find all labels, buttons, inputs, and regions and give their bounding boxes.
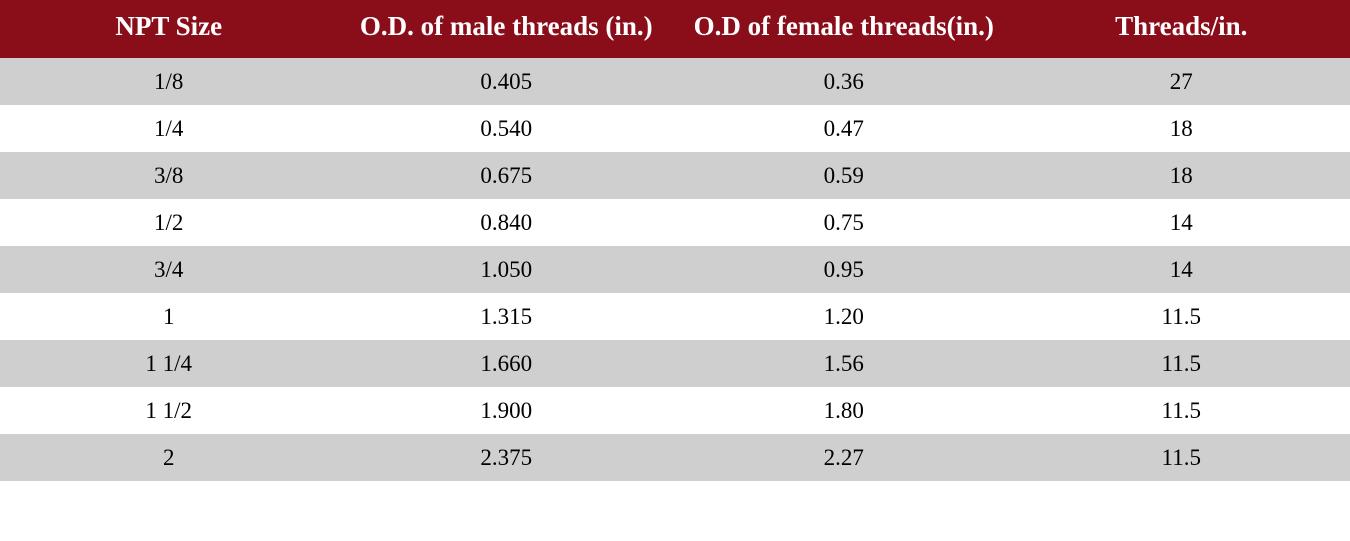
- table-row: 3/4 1.050 0.95 14: [0, 246, 1350, 293]
- cell-od-male: 0.540: [338, 105, 676, 152]
- cell-threads-in: 18: [1013, 105, 1350, 152]
- npt-thread-table-container: NPT Size O.D. of male threads (in.) O.D …: [0, 0, 1350, 481]
- table-row: 3/8 0.675 0.59 18: [0, 152, 1350, 199]
- cell-od-male: 1.660: [338, 340, 676, 387]
- cell-od-male: 1.050: [338, 246, 676, 293]
- table-row: 1 1.315 1.20 11.5: [0, 293, 1350, 340]
- header-od-male: O.D. of male threads (in.): [338, 0, 676, 58]
- cell-od-female: 1.56: [675, 340, 1013, 387]
- cell-od-female: 1.20: [675, 293, 1013, 340]
- cell-threads-in: 27: [1013, 58, 1350, 105]
- table-row: 1 1/2 1.900 1.80 11.5: [0, 387, 1350, 434]
- table-row: 1/8 0.405 0.36 27: [0, 58, 1350, 105]
- cell-npt-size: 1/4: [0, 105, 338, 152]
- cell-npt-size: 3/8: [0, 152, 338, 199]
- header-threads-in: Threads/in.: [1013, 0, 1350, 58]
- cell-threads-in: 11.5: [1013, 340, 1350, 387]
- table-body: 1/8 0.405 0.36 27 1/4 0.540 0.47 18 3/8 …: [0, 58, 1350, 481]
- cell-od-female: 1.80: [675, 387, 1013, 434]
- cell-od-male: 0.840: [338, 199, 676, 246]
- cell-npt-size: 1 1/2: [0, 387, 338, 434]
- npt-thread-table: NPT Size O.D. of male threads (in.) O.D …: [0, 0, 1350, 481]
- cell-od-female: 0.75: [675, 199, 1013, 246]
- cell-od-male: 2.375: [338, 434, 676, 481]
- cell-threads-in: 14: [1013, 246, 1350, 293]
- cell-npt-size: 1: [0, 293, 338, 340]
- cell-od-male: 0.405: [338, 58, 676, 105]
- cell-od-female: 0.59: [675, 152, 1013, 199]
- cell-od-male: 1.315: [338, 293, 676, 340]
- cell-threads-in: 11.5: [1013, 293, 1350, 340]
- cell-od-female: 2.27: [675, 434, 1013, 481]
- header-npt-size: NPT Size: [0, 0, 338, 58]
- cell-npt-size: 2: [0, 434, 338, 481]
- cell-od-female: 0.47: [675, 105, 1013, 152]
- cell-od-male: 0.675: [338, 152, 676, 199]
- cell-npt-size: 3/4: [0, 246, 338, 293]
- table-row: 1/4 0.540 0.47 18: [0, 105, 1350, 152]
- cell-threads-in: 14: [1013, 199, 1350, 246]
- table-row: 1/2 0.840 0.75 14: [0, 199, 1350, 246]
- cell-od-female: 0.95: [675, 246, 1013, 293]
- header-od-female: O.D of female threads(in.): [675, 0, 1013, 58]
- table-header: NPT Size O.D. of male threads (in.) O.D …: [0, 0, 1350, 58]
- table-header-row: NPT Size O.D. of male threads (in.) O.D …: [0, 0, 1350, 58]
- cell-od-female: 0.36: [675, 58, 1013, 105]
- cell-npt-size: 1/8: [0, 58, 338, 105]
- cell-npt-size: 1/2: [0, 199, 338, 246]
- cell-od-male: 1.900: [338, 387, 676, 434]
- cell-threads-in: 11.5: [1013, 434, 1350, 481]
- table-row: 1 1/4 1.660 1.56 11.5: [0, 340, 1350, 387]
- cell-threads-in: 18: [1013, 152, 1350, 199]
- cell-threads-in: 11.5: [1013, 387, 1350, 434]
- cell-npt-size: 1 1/4: [0, 340, 338, 387]
- table-row: 2 2.375 2.27 11.5: [0, 434, 1350, 481]
